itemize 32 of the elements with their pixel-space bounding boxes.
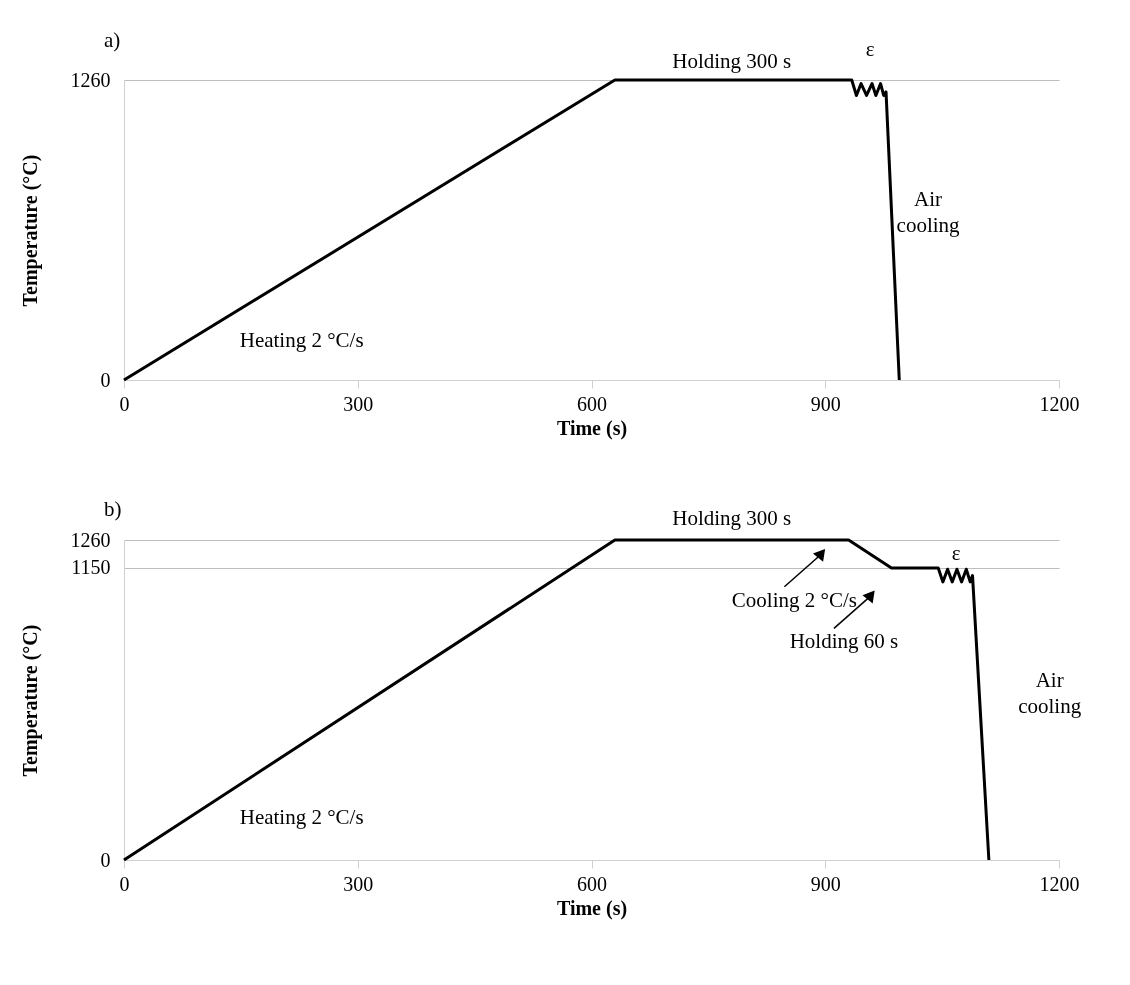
y-tick-label: 0: [100, 368, 111, 391]
x-tick-label: 0: [119, 392, 130, 415]
x-tick-label: 900: [810, 872, 841, 895]
x-axis-title: Time (s): [556, 896, 628, 920]
line-series: [122, 538, 991, 862]
y-tick-label: 1150: [71, 556, 111, 579]
text: ε: [865, 37, 875, 61]
text: Holding 300 s: [672, 49, 792, 73]
x-tick-label: 1200: [1039, 872, 1080, 895]
text: Holding 300 s: [672, 505, 792, 530]
y-tick-label: 0: [100, 848, 111, 871]
annotation: Air cooling: [896, 187, 961, 237]
chart-title: b): [104, 496, 122, 521]
y-axis-title: Temperature (°C): [18, 154, 42, 307]
y-axis-title: Temperature (°C): [18, 624, 42, 777]
x-tick-label: 300: [343, 872, 374, 895]
annotation: ε: [951, 541, 961, 566]
x-tick-label: 1200: [1039, 392, 1080, 415]
y-tick-label: 1260: [70, 528, 111, 551]
x-tick-label: 600: [577, 392, 607, 415]
annotation: Heating 2 °C/s: [239, 328, 364, 352]
y-tick-label: 1260: [70, 68, 111, 91]
x-axis-title: Time (s): [556, 416, 628, 440]
annotation: Cooling 2 °C/s: [731, 587, 857, 612]
annotation: Holding 60 s: [789, 629, 899, 654]
x-tick-label: 900: [810, 392, 841, 415]
x-tick-label: 0: [119, 872, 130, 895]
annotation: Heating 2 °C/s: [239, 805, 364, 830]
chart-title: a): [104, 28, 121, 52]
x-tick-label: 300: [343, 392, 374, 415]
x-tick-label: 600: [577, 872, 607, 895]
annotation: Air cooling: [1018, 667, 1082, 718]
